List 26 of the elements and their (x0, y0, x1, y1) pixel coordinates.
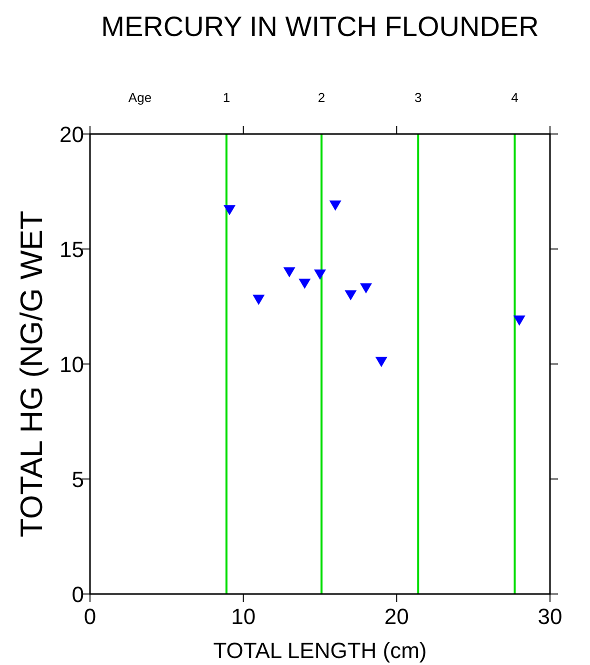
chart-title: MERCURY IN WITCH FLOUNDER (101, 11, 539, 42)
text: Age (128, 90, 152, 105)
point (314, 270, 326, 280)
text: 2 (318, 90, 326, 105)
point (298, 278, 311, 289)
point (224, 205, 236, 216)
x-tick-label: 20 (384, 604, 409, 629)
text: 4 (511, 90, 518, 105)
text: 1 (222, 90, 230, 105)
y-axis-title: TOTAL HG (NG/G WET (14, 210, 49, 538)
y-tick-label: 20 (60, 122, 84, 147)
y-tick-label: 5 (72, 467, 84, 492)
text: 3 (414, 90, 422, 105)
x-axis-title: TOTAL LENGTH (cm) (213, 638, 427, 663)
point (375, 356, 388, 368)
x-tick-label: 10 (231, 604, 256, 629)
y-tick-label: 15 (60, 237, 84, 262)
y-tick-label: 10 (60, 352, 84, 377)
y-tick-label: 0 (72, 582, 84, 607)
point (283, 267, 296, 278)
point (252, 294, 265, 305)
point (513, 316, 526, 326)
x-tick-label: 30 (538, 604, 562, 629)
point (344, 290, 357, 300)
point (360, 283, 372, 294)
point (329, 200, 342, 211)
